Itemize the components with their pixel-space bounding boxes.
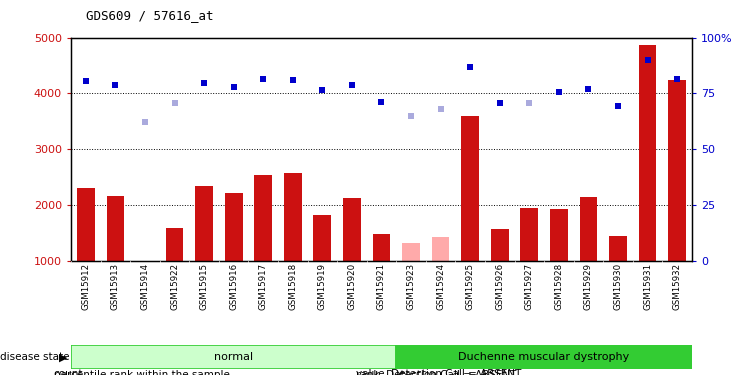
- Text: GSM15918: GSM15918: [288, 263, 297, 310]
- Bar: [106, 196, 124, 261]
- Text: GSM15920: GSM15920: [347, 263, 356, 310]
- Bar: [491, 229, 509, 261]
- Bar: [136, 261, 154, 311]
- Bar: [521, 208, 538, 261]
- Bar: [580, 197, 598, 261]
- Text: GSM15923: GSM15923: [407, 263, 416, 310]
- Bar: [225, 193, 242, 261]
- Text: GSM15916: GSM15916: [229, 263, 238, 310]
- Bar: [462, 116, 479, 261]
- Bar: [609, 236, 627, 261]
- Text: GSM15917: GSM15917: [259, 263, 268, 310]
- Text: value, Detection Call = ABSENT: value, Detection Call = ABSENT: [357, 369, 522, 375]
- Text: GSM15930: GSM15930: [613, 263, 622, 310]
- Text: GSM15931: GSM15931: [643, 263, 652, 310]
- Bar: [373, 234, 390, 261]
- Bar: [343, 198, 361, 261]
- Text: GSM15921: GSM15921: [377, 263, 386, 310]
- Text: ▶: ▶: [59, 352, 67, 362]
- Bar: [402, 243, 420, 261]
- Bar: [254, 175, 272, 261]
- Text: count: count: [54, 369, 83, 375]
- Text: GSM15915: GSM15915: [200, 263, 209, 310]
- Text: normal: normal: [214, 352, 254, 362]
- Text: disease state: disease state: [0, 352, 70, 362]
- Text: GSM15912: GSM15912: [82, 263, 91, 310]
- Bar: [313, 215, 331, 261]
- Text: GSM15928: GSM15928: [554, 263, 563, 310]
- Text: GSM15913: GSM15913: [111, 263, 120, 310]
- Text: GDS609 / 57616_at: GDS609 / 57616_at: [86, 9, 213, 22]
- Text: Duchenne muscular dystrophy: Duchenne muscular dystrophy: [459, 352, 630, 362]
- Text: GSM15932: GSM15932: [672, 263, 681, 310]
- Text: rank, Detection Call = ABSENT: rank, Detection Call = ABSENT: [357, 370, 517, 375]
- Bar: [639, 45, 657, 261]
- Text: GSM15927: GSM15927: [525, 263, 534, 310]
- Text: GSM15914: GSM15914: [141, 263, 150, 310]
- Bar: [432, 237, 450, 261]
- Text: GSM15926: GSM15926: [495, 263, 504, 310]
- Text: GSM15922: GSM15922: [170, 263, 179, 310]
- Text: GSM15924: GSM15924: [436, 263, 445, 310]
- Bar: [396, 345, 692, 369]
- Bar: [284, 173, 301, 261]
- Text: GSM15925: GSM15925: [466, 263, 475, 310]
- Bar: [71, 345, 396, 369]
- Text: GSM15919: GSM15919: [318, 263, 327, 310]
- Bar: [550, 209, 568, 261]
- Text: GSM15929: GSM15929: [584, 263, 593, 310]
- Bar: [668, 80, 686, 261]
- Text: percentile rank within the sample: percentile rank within the sample: [54, 370, 230, 375]
- Bar: [195, 186, 213, 261]
- Bar: [77, 188, 95, 261]
- Bar: [165, 228, 183, 261]
